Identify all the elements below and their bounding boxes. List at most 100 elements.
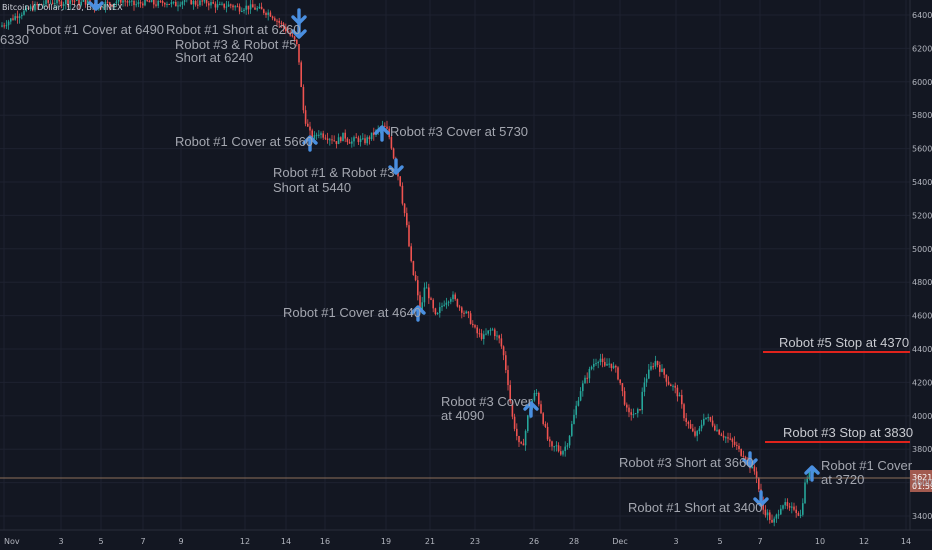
candle-body xyxy=(720,434,723,436)
time-tick-label: 3 xyxy=(58,537,63,546)
candle-body xyxy=(674,385,676,388)
candle-body xyxy=(549,439,551,442)
time-tick-label: 12 xyxy=(240,537,250,546)
candle-body xyxy=(58,0,60,2)
candle-body xyxy=(84,0,87,5)
candle-body xyxy=(670,384,672,387)
candle-body xyxy=(412,261,415,276)
candle-body xyxy=(368,137,371,140)
candle-body xyxy=(346,138,349,143)
candle-body xyxy=(326,138,329,141)
candle-body xyxy=(128,1,131,3)
candle-body xyxy=(122,0,124,3)
candle-body xyxy=(672,385,674,387)
candle-body xyxy=(461,307,463,313)
candle-body xyxy=(219,4,221,6)
candle-body xyxy=(615,365,617,368)
candle-body xyxy=(164,2,166,5)
candle-body xyxy=(3,25,5,27)
price-tick-label: 5800.0 xyxy=(912,111,932,120)
candle-body xyxy=(71,0,74,2)
candle-body xyxy=(456,299,459,307)
candle-body xyxy=(703,418,705,425)
candle-body xyxy=(148,0,151,3)
candle-body xyxy=(639,409,641,411)
candle-body xyxy=(342,132,344,142)
candle-body xyxy=(45,0,47,5)
time-axis[interactable]: Nov 3 5 7 9 12 14 16 19 21 23 26 28 Dec 3 5 7 10 12 14 xyxy=(4,537,911,546)
candle-body xyxy=(359,138,362,143)
candle-body xyxy=(579,391,582,401)
candle-body xyxy=(791,506,793,508)
candle-body xyxy=(78,0,80,6)
candle-body xyxy=(221,3,223,5)
candle-body xyxy=(423,287,426,303)
candle-body xyxy=(65,0,67,5)
candle-body xyxy=(340,137,342,142)
robot5-stop-label: Robot #5 Stop at 4370 xyxy=(779,335,909,350)
candle-body xyxy=(278,20,280,23)
candle-body xyxy=(610,363,613,369)
candle-body xyxy=(494,329,496,337)
candle-body xyxy=(249,4,252,10)
candle-body xyxy=(467,311,470,314)
candle-body xyxy=(62,4,65,7)
candle-body xyxy=(729,438,731,440)
candle-body xyxy=(667,381,670,385)
candle-body xyxy=(7,21,10,26)
candle-body xyxy=(553,446,555,448)
candle-body xyxy=(25,7,27,11)
price-tick-label: 3800.0 xyxy=(912,445,932,454)
candle-body xyxy=(520,442,522,444)
candle-body xyxy=(265,12,267,15)
candle-body xyxy=(289,32,291,36)
candle-body xyxy=(252,4,254,8)
candle-body xyxy=(687,421,690,425)
candle-body xyxy=(274,18,276,21)
candle-body xyxy=(337,137,340,145)
candle-body xyxy=(117,0,120,2)
candle-body xyxy=(685,418,687,422)
candle-body xyxy=(692,428,694,432)
candle-body xyxy=(566,445,569,447)
candle-body xyxy=(582,383,584,392)
candle-body xyxy=(777,514,780,516)
candle-body xyxy=(296,39,298,45)
candle-body xyxy=(700,424,703,429)
candle-body xyxy=(601,358,604,363)
price-axis[interactable]: 3400.0 3600.0 3800.0 4000.0 4200.0 4400.0 4600… xyxy=(912,11,932,521)
candle-body xyxy=(386,126,388,129)
candle-body xyxy=(67,0,69,4)
candle-body xyxy=(258,6,261,9)
candle-body xyxy=(637,409,639,414)
candle-body xyxy=(654,361,657,367)
candle-body xyxy=(353,137,355,142)
arrow-down-icon xyxy=(88,1,104,11)
candle-body xyxy=(271,16,274,19)
candle-body xyxy=(60,1,63,7)
candle-body xyxy=(155,4,157,6)
candle-body xyxy=(430,298,432,300)
candle-body xyxy=(718,429,720,435)
candle-body xyxy=(269,12,272,17)
candle-body xyxy=(478,333,481,335)
candle-body xyxy=(753,466,756,472)
candle-body xyxy=(197,4,199,6)
candle-body xyxy=(109,2,111,6)
candle-body xyxy=(390,137,393,149)
candle-body xyxy=(485,333,487,335)
candle-body xyxy=(722,435,725,438)
candle-body xyxy=(392,148,395,159)
price-tick-label: 3600.0 xyxy=(912,479,932,488)
annotation-robot3-cover: Robot #3 Cover xyxy=(441,394,533,409)
candle-body xyxy=(527,415,529,432)
price-tick-label: 5600.0 xyxy=(912,145,932,154)
candle-body xyxy=(751,466,753,469)
candle-body xyxy=(769,512,771,520)
candle-body xyxy=(762,500,764,510)
price-tick-label: 6400.0 xyxy=(912,11,932,20)
candle-body xyxy=(384,125,386,127)
candle-body xyxy=(355,137,357,139)
candle-body xyxy=(731,438,734,442)
